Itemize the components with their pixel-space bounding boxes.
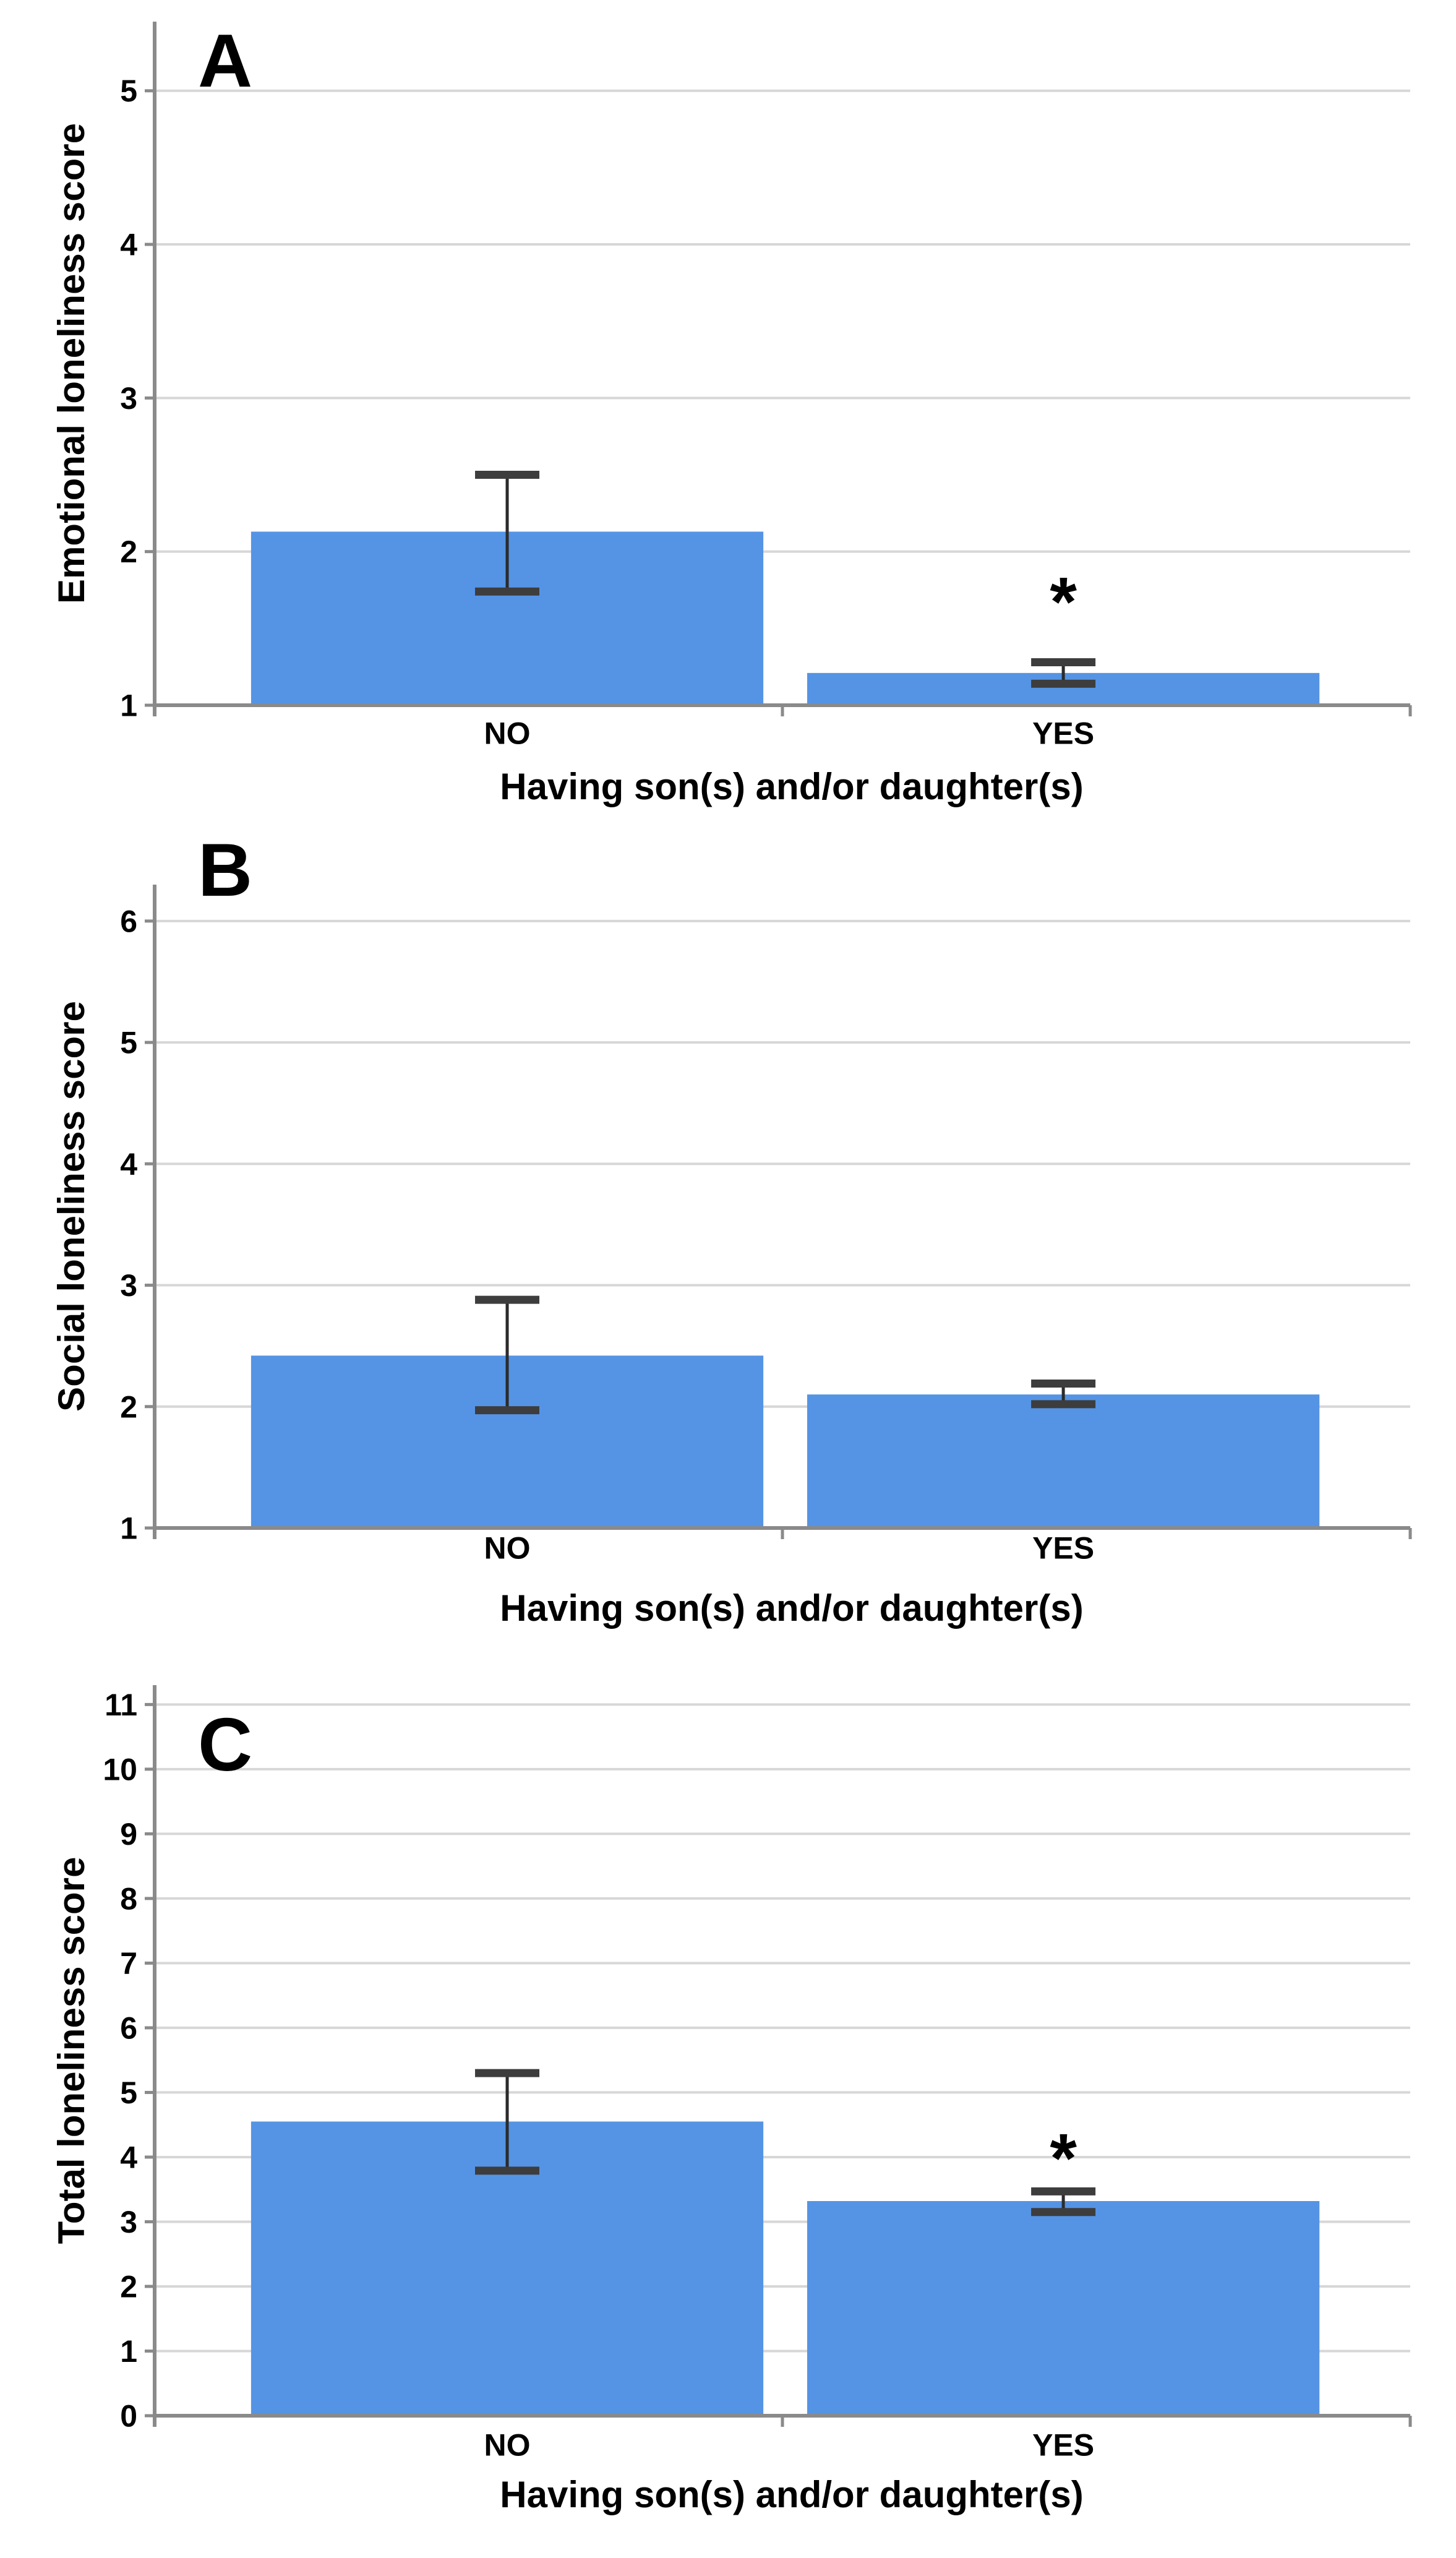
error-bar-yes: [1031, 1379, 1096, 1409]
y-tick-label: 2: [120, 1389, 137, 1424]
panel-b: 1 2 3 4 5 6 NO YES Having son(s) and/or daughter…: [0, 823, 1456, 1664]
chart-panel-a: * 1 2 3 4 5 NO YES Having son(s) and/or daughter…: [51, 19, 1412, 807]
bar-yes: [807, 2201, 1320, 2416]
significance-asterisk: *: [1050, 2120, 1077, 2197]
significance-asterisk: *: [1050, 563, 1077, 640]
category-label-yes: YES: [1032, 716, 1094, 751]
y-tick-label: 1: [120, 2334, 137, 2369]
y-tick-label: 3: [120, 381, 137, 416]
category-label-no: NO: [484, 2428, 531, 2463]
y-axis-title: Emotional loneliness score: [51, 123, 92, 604]
y-tick-label: 11: [105, 1688, 137, 1722]
y-tick-label: 1: [120, 1511, 137, 1546]
y-tick-label: 4: [120, 2140, 137, 2174]
y-tick-label: 5: [120, 1026, 137, 1060]
panel-letter: B: [198, 828, 252, 912]
y-tick-label: 8: [120, 1881, 137, 1916]
y-tick-label: 0: [120, 2399, 137, 2434]
y-tick-label: 10: [103, 1752, 137, 1787]
y-tick-label: 3: [120, 2205, 137, 2239]
category-label-no: NO: [484, 716, 531, 751]
error-bar-yes: [1031, 2187, 1096, 2217]
chart-panel-c: * 0 1 2 3 4 5 6 7 8 9 10 11 NO YES Having son(s) and/or…: [51, 1685, 1412, 2515]
y-tick-label: 4: [120, 228, 137, 262]
category-label-no: NO: [484, 1531, 531, 1566]
error-bar-no: [475, 2069, 540, 2175]
category-label-yes: YES: [1032, 2428, 1094, 2463]
panel-a: * 1 2 3 4 5 NO YES Having son(s) and/or daughter…: [0, 0, 1456, 823]
x-axis-title: Having son(s) and/or daughter(s): [500, 1587, 1083, 1629]
y-tick-label: 5: [120, 2075, 137, 2110]
y-tick-label: 2: [120, 2269, 137, 2304]
panel-letter: C: [198, 1702, 252, 1787]
y-tick-label: 2: [120, 534, 137, 569]
category-label-yes: YES: [1032, 1531, 1094, 1566]
error-bar-no: [475, 471, 540, 596]
y-tick-label: 9: [120, 1817, 137, 1852]
x-axis-title: Having son(s) and/or daughter(s): [500, 766, 1083, 807]
y-tick-label: 5: [120, 74, 137, 108]
x-axis-title: Having son(s) and/or daughter(s): [500, 2474, 1083, 2515]
y-tick-label: 1: [120, 689, 137, 723]
error-bar-yes: [1031, 658, 1096, 688]
y-tick-label: 4: [120, 1147, 137, 1182]
y-tick-label: 3: [120, 1268, 137, 1303]
y-tick-label: 7: [120, 1946, 137, 1981]
y-tick-label: 6: [120, 2011, 137, 2045]
y-axis-title: Total loneliness score: [51, 1857, 92, 2244]
chart-panel-b: 1 2 3 4 5 6 NO YES Having son(s) and/or daughter…: [51, 828, 1412, 1629]
panel-letter: A: [198, 19, 252, 103]
y-axis-title: Social loneliness score: [51, 1001, 92, 1412]
bar-yes: [807, 1394, 1320, 1528]
panel-c: * 0 1 2 3 4 5 6 7 8 9 10 11 NO YES Having son(s) and/or…: [0, 1664, 1456, 2558]
error-bar-no: [475, 1295, 540, 1415]
y-tick-label: 6: [120, 904, 137, 938]
